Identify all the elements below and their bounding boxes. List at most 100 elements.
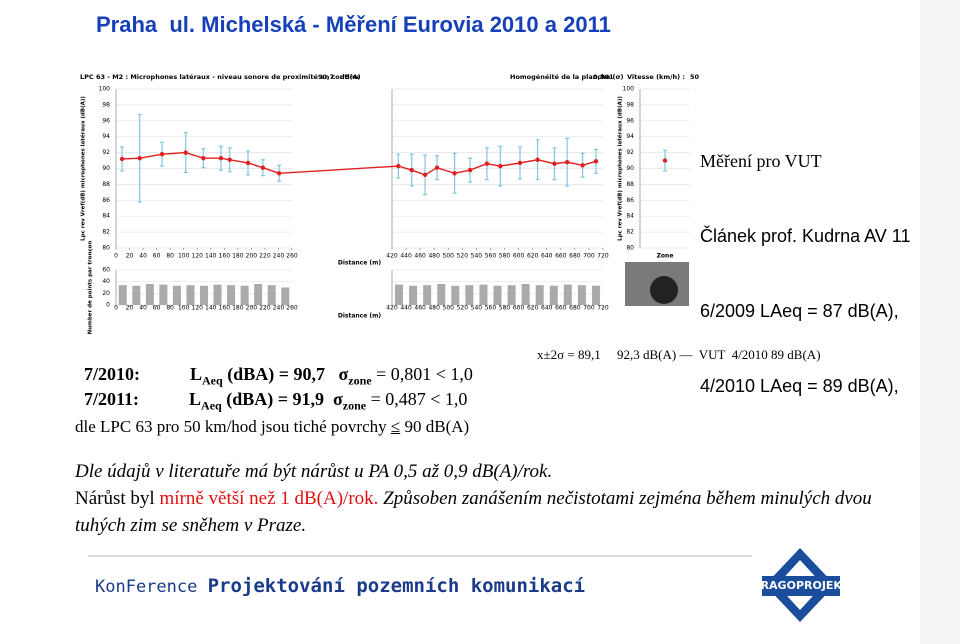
y-tick-label: 96 xyxy=(102,117,110,124)
data-point xyxy=(564,159,570,165)
bar xyxy=(591,285,600,305)
bar xyxy=(267,285,276,305)
quiet-note: dle LPC 63 pro 50 km/hod jsou tiché povr… xyxy=(75,417,469,437)
x-tick-label: 420 xyxy=(386,305,398,312)
x-tick-label: 660 xyxy=(555,305,567,312)
result-period: 7/2011: xyxy=(84,389,140,409)
footer-conference-label: KonFerence xyxy=(95,577,198,597)
y-tick-label: 82 xyxy=(626,229,634,236)
y-tick-label: 98 xyxy=(626,101,634,108)
x-tick-label: 500 xyxy=(443,305,455,312)
x-tick-label: 680 xyxy=(569,253,581,260)
result-period: 7/2010: xyxy=(84,364,140,384)
side-note-line: Článek prof. Kudrna AV 11 xyxy=(700,226,911,246)
y-tick-label: 40 xyxy=(102,278,110,285)
x-tick-label: 200 xyxy=(246,253,258,260)
result-sigma-sub: zone xyxy=(342,398,367,413)
x-tick-label: 160 xyxy=(219,305,231,312)
data-point xyxy=(119,156,125,162)
y-tick-label: 88 xyxy=(102,181,110,188)
plan-strip xyxy=(920,0,960,644)
footer-conference: KonFerence Projektování pozemních komuni… xyxy=(95,575,585,597)
x-tick-label: 100 xyxy=(178,253,190,260)
x-tick-label: 20 xyxy=(126,305,134,312)
x-tick-label: 120 xyxy=(192,305,204,312)
increase-highlight: mírně větší než 1 dB(A)/rok. xyxy=(159,488,379,509)
quiet-note-symbol: ≤ xyxy=(390,417,401,436)
slide-title: Praha ul. Michelská - Měření Eurovia 201… xyxy=(96,12,611,37)
bar xyxy=(132,285,141,305)
y-tick-label: 90 xyxy=(102,165,110,172)
logo-band xyxy=(762,576,840,596)
x-tick-label: 260 xyxy=(286,253,298,260)
increase-lead: Nárůst byl xyxy=(75,488,160,509)
x-tick-label: 480 xyxy=(428,253,440,260)
x-tick-label: 660 xyxy=(555,253,567,260)
x-tick-label: 60 xyxy=(153,305,161,312)
y-axis-label: Lpc rev Vref(dB) microphones latéraux (d… xyxy=(80,96,87,241)
x-tick-label: 540 xyxy=(471,253,483,260)
x-tick-label: 620 xyxy=(527,253,539,260)
x-axis-label: Distance (m) xyxy=(338,313,382,320)
y-axis-label: Number de points par tronçon xyxy=(88,241,94,335)
bar xyxy=(451,285,460,305)
bar xyxy=(465,285,474,305)
bar xyxy=(577,285,586,305)
data-point xyxy=(159,151,165,157)
data-point xyxy=(662,158,668,163)
literature-note: Dle údajů v literatuře má být nárůst u P… xyxy=(75,461,553,482)
bar xyxy=(240,285,249,305)
data-point xyxy=(422,172,428,178)
data-point xyxy=(183,150,188,155)
comparison: x±2σ = 89,1 92,3 dB(A) — VUT 4/2010 89 d… xyxy=(537,347,821,362)
y-tick-label: 60 xyxy=(102,267,110,274)
x-tick-label: 440 xyxy=(400,305,412,312)
y-tick-label: 88 xyxy=(626,181,634,188)
result-level: (dBA) = 91,9 xyxy=(226,389,324,409)
x-tick-label: 80 xyxy=(166,253,174,260)
bar xyxy=(563,284,572,305)
y-axis-label: Lpc rev Vref(dB) microphones latéraux (d… xyxy=(617,96,624,241)
x-tick-label: Zone xyxy=(657,253,674,260)
data-point xyxy=(276,171,282,176)
y-tick-label: 100 xyxy=(623,86,635,93)
side-note-line: 6/2009 LAeq = 87 dB(A), xyxy=(700,301,899,321)
footer-conference-name: Projektování pozemních komunikací xyxy=(207,575,586,597)
x-tick-label: 140 xyxy=(205,253,217,260)
x-tick-label: 80 xyxy=(166,305,174,312)
bar xyxy=(521,284,530,305)
y-tick-label: 94 xyxy=(102,133,110,140)
y-tick-label: 100 xyxy=(99,86,111,93)
data-point xyxy=(434,165,440,170)
x-tick-label: 580 xyxy=(499,253,511,260)
x-tick-label: 680 xyxy=(569,305,581,312)
bar xyxy=(145,284,154,305)
bar xyxy=(423,285,432,305)
bar xyxy=(493,285,502,305)
legend-photo-tire xyxy=(650,276,678,304)
x-tick-label: 580 xyxy=(499,305,511,312)
x-tick-label: 20 xyxy=(126,253,134,260)
result-sigma: σ xyxy=(338,364,349,384)
x-tick-label: 240 xyxy=(273,305,285,312)
speed-value: 50 xyxy=(690,73,700,81)
data-point xyxy=(260,165,266,170)
bar xyxy=(254,284,263,305)
x-tick-label: 460 xyxy=(414,305,426,312)
x-tick-label: 180 xyxy=(232,253,244,260)
x-tick-label: 100 xyxy=(178,305,190,312)
homogeneity-label: Homogénéité de la planche (σ) xyxy=(510,73,624,81)
x-tick-label: 40 xyxy=(139,253,147,260)
x-tick-label: 220 xyxy=(259,305,271,312)
data-point xyxy=(201,155,206,161)
x-tick-label: 0 xyxy=(114,305,118,312)
bar xyxy=(409,285,418,305)
speed-label: Vitesse (km/h) : xyxy=(627,73,685,81)
data-point xyxy=(517,160,523,166)
x-tick-label: 560 xyxy=(485,253,497,260)
bar xyxy=(186,285,195,305)
bar xyxy=(535,285,544,305)
x-tick-label: 480 xyxy=(428,305,440,312)
x-tick-label: 600 xyxy=(513,253,525,260)
